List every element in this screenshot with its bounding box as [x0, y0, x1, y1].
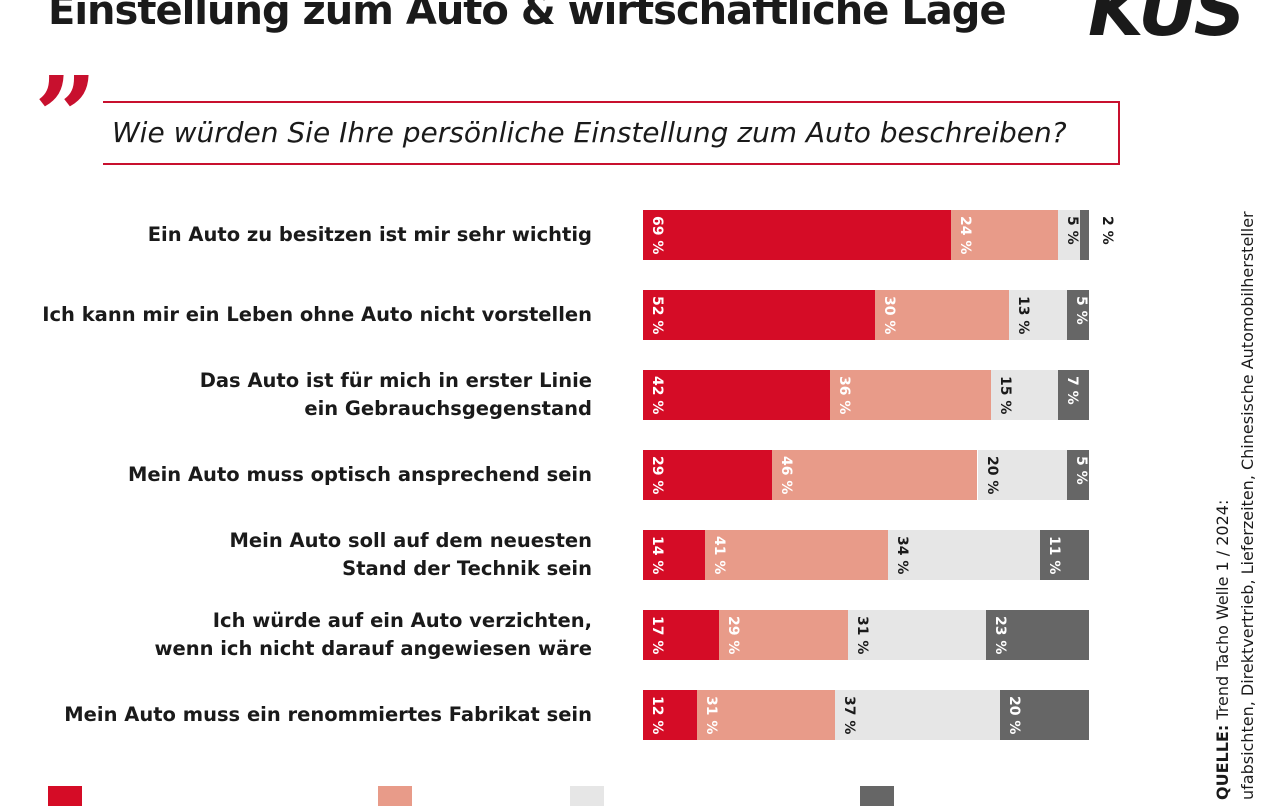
- data-label: 46 %: [778, 456, 795, 495]
- bar-segment: [643, 690, 697, 740]
- data-label: 30 %: [880, 296, 897, 335]
- source-label: QUELLE:: [1213, 724, 1232, 800]
- data-label: 34 %: [894, 536, 911, 575]
- bar-segment: [772, 450, 978, 500]
- bar-segment: [643, 370, 831, 420]
- data-label: 13 %: [1014, 296, 1031, 335]
- data-label: 31 %: [702, 696, 719, 735]
- data-label: 37 %: [840, 696, 857, 735]
- bar-segment: [999, 690, 1089, 740]
- bar-segment: [950, 210, 1058, 260]
- data-label: 24 %: [956, 216, 973, 255]
- data-label: 69 %: [649, 216, 665, 255]
- data-label: 11 %: [1045, 536, 1062, 575]
- bar-segment: [986, 610, 1089, 660]
- legend-swatch: [860, 786, 894, 806]
- data-label: 29 %: [724, 616, 741, 655]
- legend-swatch: [378, 786, 412, 806]
- bar-segment: [1057, 370, 1089, 420]
- category-label: Das Auto ist für mich in erster Linie ein…: [199, 369, 592, 420]
- bar-segment: [834, 690, 1000, 740]
- bar-segment: [643, 530, 706, 580]
- bar-segment: [643, 290, 875, 340]
- data-label: 12 %: [649, 696, 665, 735]
- category-label: Mein Auto muss optisch ansprechend sein: [127, 463, 592, 486]
- bar-segment: [643, 210, 951, 260]
- source-line-2: ufabsichten, Direktvertrieb, Lieferzeite…: [1238, 211, 1257, 800]
- data-label: 41 %: [711, 536, 728, 575]
- data-label: 5 %: [1072, 296, 1089, 325]
- data-label: 15 %: [996, 376, 1013, 415]
- data-label: 2 %: [1099, 216, 1115, 245]
- bar-segment: [990, 370, 1058, 420]
- bar-segment: [643, 610, 719, 660]
- data-label: 42 %: [649, 376, 665, 415]
- data-label: 5 %: [1063, 216, 1080, 245]
- source-note: QUELLE: Trend Tacho Welle 1 / 2024: ufab…: [1210, 211, 1260, 800]
- category-label: Mein Auto muss ein renommiertes Fabrikat…: [64, 703, 592, 726]
- category-label: Mein Auto soll auf dem neuesten Stand der…: [229, 529, 592, 580]
- data-label: 5 %: [1072, 456, 1089, 485]
- bar-segment: [643, 450, 773, 500]
- page-title: Einstellung zum Auto & wirtschaftliche L…: [48, 0, 1007, 34]
- bar-segment: [1057, 210, 1081, 260]
- bar-segment: [718, 610, 849, 660]
- bar-segment: [705, 530, 889, 580]
- data-label: 20 %: [1005, 696, 1022, 735]
- bar-segment: [1008, 290, 1067, 340]
- bar-segment: [696, 690, 835, 740]
- legend-swatch: [48, 786, 82, 806]
- bar-segment: [1039, 530, 1089, 580]
- data-label: 14 %: [649, 536, 665, 575]
- bar-segment: [874, 290, 1009, 340]
- legend-swatch: [570, 786, 604, 806]
- bar-segment: [1066, 450, 1089, 500]
- bar-segment: [888, 530, 1040, 580]
- quote-icon: ”: [28, 62, 104, 172]
- bar-segment: [848, 610, 987, 660]
- bar-segment: [977, 450, 1067, 500]
- category-label: Ein Auto zu besitzen ist mir sehr wichti…: [147, 223, 592, 246]
- question-text: Wie würden Sie Ihre persönliche Einstell…: [112, 116, 1067, 149]
- data-label: 7 %: [1063, 376, 1080, 405]
- data-label: 36 %: [836, 376, 853, 415]
- data-label: 20 %: [983, 456, 1000, 495]
- data-label: 29 %: [649, 456, 665, 495]
- data-label: 31 %: [854, 616, 871, 655]
- bar-segment: [1066, 290, 1089, 340]
- category-label: Ich kann mir ein Leben ohne Auto nicht v…: [42, 303, 592, 326]
- bar-segment: [830, 370, 991, 420]
- data-label: 23 %: [992, 616, 1009, 655]
- source-line-1: Trend Tacho Welle 1 / 2024:: [1213, 499, 1232, 720]
- bar-segment: [1080, 210, 1089, 260]
- category-label: Ich würde auf ein Auto verzichten, wenn i…: [154, 609, 592, 660]
- data-label: 17 %: [649, 616, 665, 655]
- data-label: 52 %: [649, 296, 665, 335]
- logo: KUS: [1088, 0, 1246, 52]
